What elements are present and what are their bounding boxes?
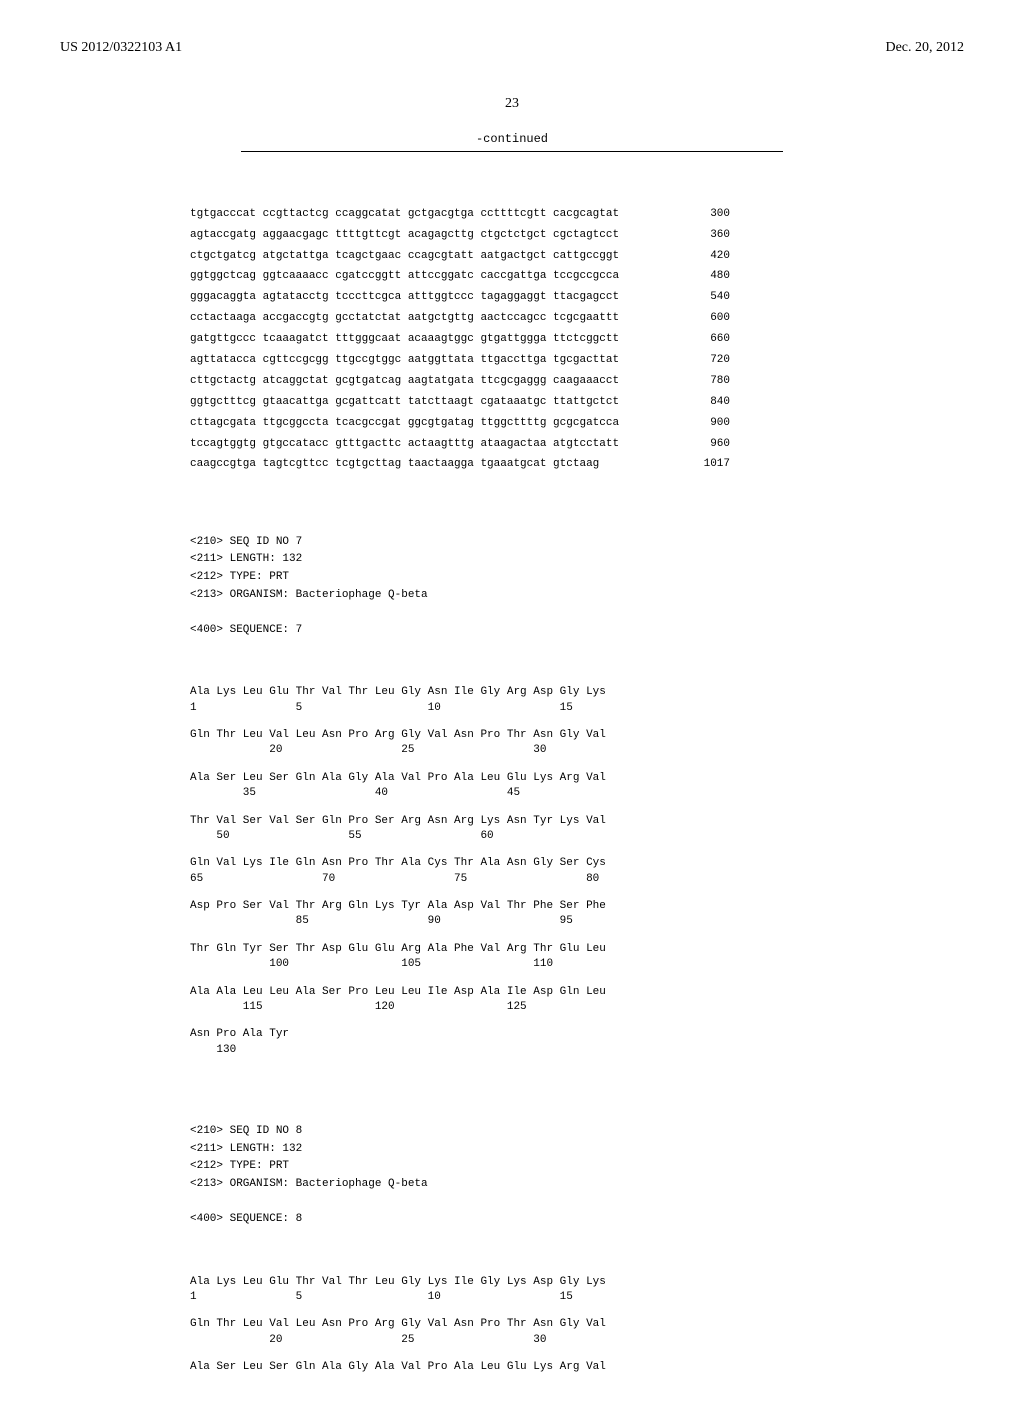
position-numbers: 85 90 95 — [190, 914, 964, 929]
dna-text: ctgctgatcg atgctattga tcagctgaac ccagcgt… — [190, 246, 680, 267]
protein-block: Gln Val Lys Ile Gln Asn Pro Thr Ala Cys … — [190, 856, 964, 887]
amino-acids: Ala Lys Leu Glu Thr Val Thr Leu Gly Asn … — [190, 685, 964, 700]
dna-position: 360 — [680, 225, 730, 246]
continued-label: -continued — [60, 132, 964, 146]
amino-acids: Ala Ser Leu Ser Gln Ala Gly Ala Val Pro … — [190, 1360, 964, 1375]
dna-position: 900 — [680, 413, 730, 434]
dna-text: gatgttgccc tcaaagatct tttgggcaat acaaagt… — [190, 329, 680, 350]
seq8-line1: <210> SEQ ID NO 8 — [190, 1125, 302, 1137]
dna-line: cctactaaga accgaccgtg gcctatctat aatgctg… — [190, 308, 964, 329]
dna-position: 300 — [680, 204, 730, 225]
protein-block: Thr Val Ser Val Ser Gln Pro Ser Arg Asn … — [190, 814, 964, 845]
position-numbers: 100 105 110 — [190, 957, 964, 972]
dna-text: ggtggctcag ggtcaaaacc cgatccggtt attccgg… — [190, 266, 680, 287]
seq7-line1: <210> SEQ ID NO 7 — [190, 536, 302, 548]
dna-position: 480 — [680, 266, 730, 287]
protein-block: Ala Lys Leu Glu Thr Val Thr Leu Gly Asn … — [190, 685, 964, 716]
seq7-line2: <211> LENGTH: 132 — [190, 553, 302, 565]
amino-acids: Ala Lys Leu Glu Thr Val Thr Leu Gly Lys … — [190, 1275, 964, 1290]
position-numbers: 65 70 75 80 — [190, 872, 964, 887]
dna-position: 1017 — [680, 454, 730, 475]
dna-text: gggacaggta agtatacctg tcccttcgca atttggt… — [190, 287, 680, 308]
protein-block: Gln Thr Leu Val Leu Asn Pro Arg Gly Val … — [190, 1317, 964, 1348]
seq8-line3: <212> TYPE: PRT — [190, 1160, 289, 1172]
dna-text: tccagtggtg gtgccatacc gtttgacttc actaagt… — [190, 434, 680, 455]
dna-line: ctgctgatcg atgctattga tcagctgaac ccagcgt… — [190, 246, 964, 267]
seq7-header: <210> SEQ ID NO 7 <211> LENGTH: 132 <212… — [190, 516, 964, 639]
dna-line: cttgctactg atcaggctat gcgtgatcag aagtatg… — [190, 371, 964, 392]
dna-line: tgtgacccat ccgttactcg ccaggcatat gctgacg… — [190, 204, 964, 225]
seq7-protein: Ala Lys Leu Glu Thr Val Thr Leu Gly Asn … — [190, 654, 964, 1085]
dna-text: ggtgctttcg gtaacattga gcgattcatt tatctta… — [190, 392, 680, 413]
protein-block: Ala Ala Leu Leu Ala Ser Pro Leu Leu Ile … — [190, 985, 964, 1016]
dna-line: agtaccgatg aggaacgagc ttttgttcgt acagagc… — [190, 225, 964, 246]
dna-line: caagccgtga tagtcgttcc tcgtgcttag taactaa… — [190, 454, 964, 475]
position-numbers: 35 40 45 — [190, 786, 964, 801]
dna-position: 420 — [680, 246, 730, 267]
header-left: US 2012/0322103 A1 — [60, 40, 182, 56]
dna-line: tccagtggtg gtgccatacc gtttgacttc actaagt… — [190, 434, 964, 455]
protein-block: Ala Ser Leu Ser Gln Ala Gly Ala Val Pro … — [190, 771, 964, 802]
seq7-line3: <212> TYPE: PRT — [190, 571, 289, 583]
seq8-protein: Ala Lys Leu Glu Thr Val Thr Leu Gly Lys … — [190, 1244, 964, 1403]
separator-line — [241, 151, 783, 152]
dna-line: agttatacca cgttccgcgg ttgccgtggc aatggtt… — [190, 350, 964, 371]
amino-acids: Asp Pro Ser Val Thr Arg Gln Lys Tyr Ala … — [190, 899, 964, 914]
position-numbers: 1 5 10 15 — [190, 1290, 964, 1305]
dna-line: gggacaggta agtatacctg tcccttcgca atttggt… — [190, 287, 964, 308]
position-numbers: 20 25 30 — [190, 743, 964, 758]
dna-position: 540 — [680, 287, 730, 308]
seq8-line2: <211> LENGTH: 132 — [190, 1143, 302, 1155]
protein-block: Ala Lys Leu Glu Thr Val Thr Leu Gly Lys … — [190, 1275, 964, 1306]
position-numbers: 115 120 125 — [190, 1000, 964, 1015]
amino-acids: Ala Ala Leu Leu Ala Ser Pro Leu Leu Ile … — [190, 985, 964, 1000]
position-numbers: 1 5 10 15 — [190, 701, 964, 716]
dna-text: tgtgacccat ccgttactcg ccaggcatat gctgacg… — [190, 204, 680, 225]
dna-text: caagccgtga tagtcgttcc tcgtgcttag taactaa… — [190, 454, 680, 475]
dna-position: 780 — [680, 371, 730, 392]
amino-acids: Ala Ser Leu Ser Gln Ala Gly Ala Val Pro … — [190, 771, 964, 786]
protein-block: Asn Pro Ala Tyr 130 — [190, 1027, 964, 1058]
protein-block: Gln Thr Leu Val Leu Asn Pro Arg Gly Val … — [190, 728, 964, 759]
seq8-line5: <400> SEQUENCE: 8 — [190, 1213, 302, 1225]
amino-acids: Asn Pro Ala Tyr — [190, 1027, 964, 1042]
amino-acids: Thr Val Ser Val Ser Gln Pro Ser Arg Asn … — [190, 814, 964, 829]
dna-position: 660 — [680, 329, 730, 350]
dna-text: agtaccgatg aggaacgagc ttttgttcgt acagagc… — [190, 225, 680, 246]
position-numbers: 130 — [190, 1043, 964, 1058]
page-header: US 2012/0322103 A1 Dec. 20, 2012 — [60, 40, 964, 56]
page-number: 23 — [60, 96, 964, 112]
dna-position: 840 — [680, 392, 730, 413]
dna-line: gatgttgccc tcaaagatct tttgggcaat acaaagt… — [190, 329, 964, 350]
protein-block: Ala Ser Leu Ser Gln Ala Gly Ala Val Pro … — [190, 1360, 964, 1375]
amino-acids: Thr Gln Tyr Ser Thr Asp Glu Glu Arg Ala … — [190, 942, 964, 957]
position-numbers: 50 55 60 — [190, 829, 964, 844]
protein-block: Asp Pro Ser Val Thr Arg Gln Lys Tyr Ala … — [190, 899, 964, 930]
seq8-header: <210> SEQ ID NO 8 <211> LENGTH: 132 <212… — [190, 1106, 964, 1229]
dna-position: 600 — [680, 308, 730, 329]
seq7-line4: <213> ORGANISM: Bacteriophage Q-beta — [190, 589, 428, 601]
seq8-line4: <213> ORGANISM: Bacteriophage Q-beta — [190, 1178, 428, 1190]
position-numbers: 20 25 30 — [190, 1333, 964, 1348]
header-right: Dec. 20, 2012 — [885, 40, 964, 56]
dna-line: cttagcgata ttgcggccta tcacgccgat ggcgtga… — [190, 413, 964, 434]
dna-text: cttagcgata ttgcggccta tcacgccgat ggcgtga… — [190, 413, 680, 434]
amino-acids: Gln Val Lys Ile Gln Asn Pro Thr Ala Cys … — [190, 856, 964, 871]
dna-text: agttatacca cgttccgcgg ttgccgtggc aatggtt… — [190, 350, 680, 371]
dna-text: cttgctactg atcaggctat gcgtgatcag aagtatg… — [190, 371, 680, 392]
dna-line: ggtgctttcg gtaacattga gcgattcatt tatctta… — [190, 392, 964, 413]
seq7-line5: <400> SEQUENCE: 7 — [190, 624, 302, 636]
amino-acids: Gln Thr Leu Val Leu Asn Pro Arg Gly Val … — [190, 728, 964, 743]
protein-block: Thr Gln Tyr Ser Thr Asp Glu Glu Arg Ala … — [190, 942, 964, 973]
dna-line: ggtggctcag ggtcaaaacc cgatccggtt attccgg… — [190, 266, 964, 287]
dna-position: 720 — [680, 350, 730, 371]
dna-text: cctactaaga accgaccgtg gcctatctat aatgctg… — [190, 308, 680, 329]
dna-sequence-block: tgtgacccat ccgttactcg ccaggcatat gctgacg… — [190, 162, 964, 496]
dna-position: 960 — [680, 434, 730, 455]
